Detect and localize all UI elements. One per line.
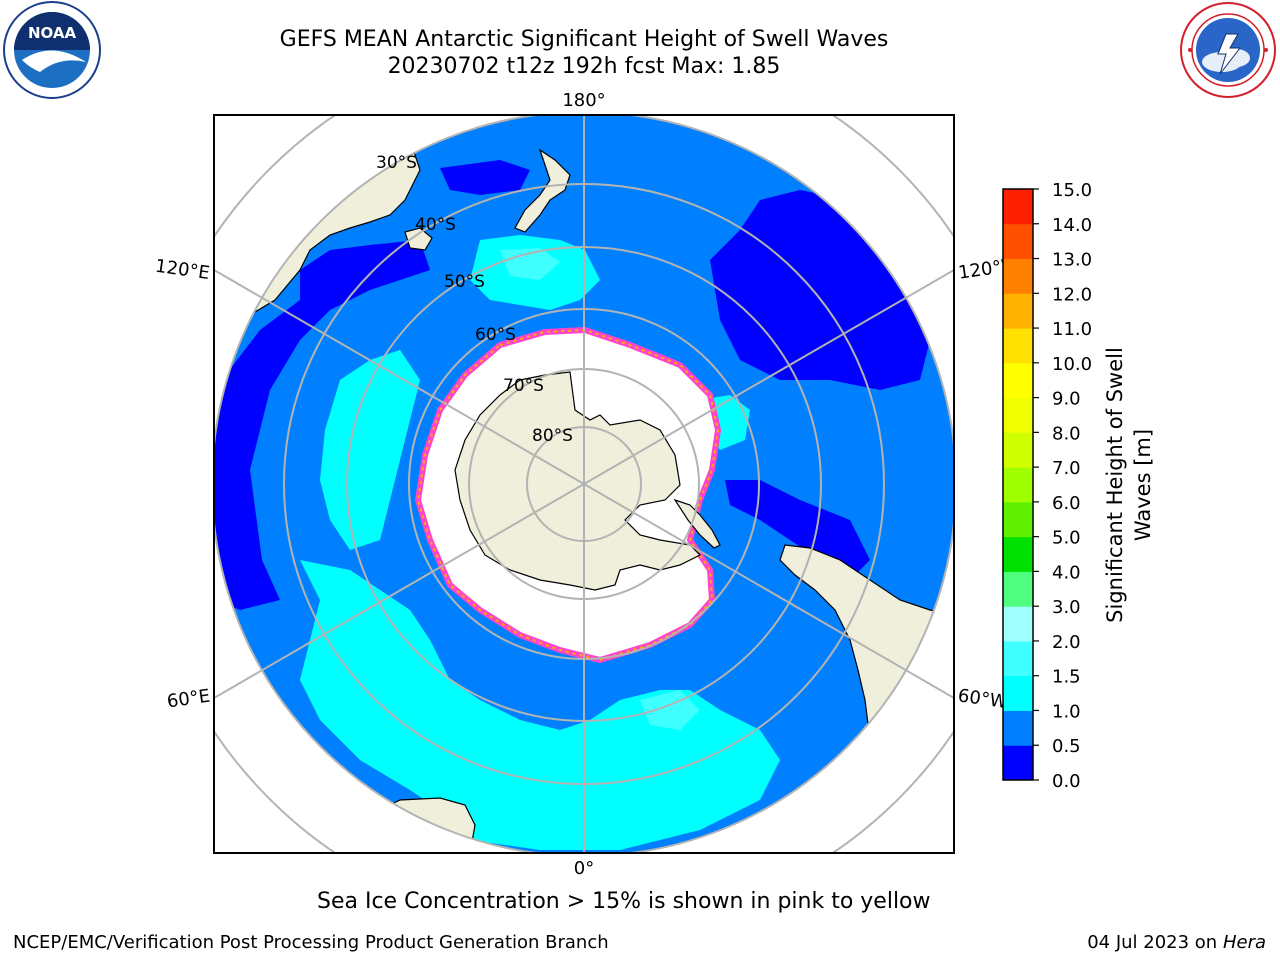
colorbar-tick-label: 0.0 — [1052, 771, 1081, 792]
colorbar-segment — [1003, 258, 1033, 294]
colorbar-segment — [1003, 467, 1033, 503]
noaa-logo-icon: NOAA — [3, 1, 101, 99]
colorbar-tick-label: 10.0 — [1052, 354, 1092, 375]
colorbar-tick-label: 12.0 — [1052, 284, 1092, 305]
moderate-swell-region — [500, 248, 560, 280]
colorbar-tick-label: 14.0 — [1052, 215, 1092, 236]
colorbar-tick-label: 15.0 — [1052, 180, 1092, 201]
moderate-swell-region — [300, 560, 780, 850]
colorbar-segment — [1003, 571, 1033, 607]
tasmania-land — [404, 227, 433, 251]
colorbar-segment — [1003, 189, 1033, 225]
lon-label-180: 180° — [562, 90, 605, 111]
lat-label-50s: 50°S — [444, 272, 485, 292]
colorbar-tick-label: 7.0 — [1052, 458, 1081, 479]
lat-label-30s: 30°S — [376, 153, 417, 173]
chart-subtitle: 20230702 t12z 192h fcst Max: 1.85 — [387, 54, 781, 79]
footer-org: NCEP/EMC/Verification Post Processing Pr… — [13, 932, 609, 953]
colorbar-segment — [1003, 432, 1033, 468]
lon-label-0: 0° — [574, 858, 594, 879]
colorbar-tick-label: 5.0 — [1052, 528, 1081, 549]
colorbar-tick-label: 3.0 — [1052, 597, 1081, 618]
colorbar: 0.0 0.5 1.0 1.5 2.0 3.0 4.0 5.0 6.0 7.0 8.0 9.0 10.0… — [1002, 180, 1092, 792]
moderate-swell-region — [320, 350, 420, 550]
colorbar-label-line2: Waves [m] — [1131, 429, 1155, 541]
lat-label-40s: 40°S — [415, 215, 456, 235]
footer-machine: Hera — [1222, 932, 1266, 953]
map-frame — [213, 114, 955, 854]
longitude-gridlines — [214, 115, 954, 853]
lon-label-60e: 60°E — [166, 686, 212, 713]
colorbar-segment — [1003, 675, 1033, 711]
colorbar-segment — [1003, 606, 1033, 642]
new-zealand-land — [514, 148, 571, 233]
lon-label-120e: 120°E — [154, 256, 211, 284]
colorbar-tick-label: 11.0 — [1052, 319, 1092, 340]
lon-label-60w: 60°W — [957, 685, 1009, 713]
colorbar-tick-label: 9.0 — [1052, 389, 1081, 410]
low-swell-region — [725, 480, 870, 580]
low-swell-region — [440, 160, 530, 195]
colorbar-segment — [1003, 328, 1033, 364]
colorbar-segment — [1003, 710, 1033, 746]
colorbar-tick-label: 4.0 — [1052, 562, 1081, 583]
colorbar-segment — [1003, 501, 1033, 538]
colorbar-label-line1: Significant Height of Swell — [1103, 347, 1127, 623]
lat-label-70s: 70°S — [503, 376, 544, 396]
footer-date: 04 Jul 2023 on Hera — [1087, 932, 1266, 953]
colorbar-segment — [1003, 362, 1033, 399]
colorbar-tick-label: 2.0 — [1052, 632, 1081, 653]
sea-ice-caption: Sea Ice Concentration > 15% is shown in … — [317, 889, 931, 914]
lat-label-60s: 60°S — [475, 325, 516, 345]
colorbar-segment — [1003, 293, 1033, 329]
chart-title: GEFS MEAN Antarctic Significant Height o… — [279, 27, 889, 52]
colorbar-tick-label: 13.0 — [1052, 250, 1092, 271]
moderate-swell-region — [640, 690, 700, 730]
noaa-logo-text: NOAA — [28, 24, 77, 42]
colorbar-segment — [1003, 536, 1033, 572]
colorbar-tick-label: 1.0 — [1052, 701, 1081, 722]
colorbar-segment — [1003, 640, 1033, 677]
nws-logo-icon — [1180, 2, 1276, 98]
lat-label-80s: 80°S — [532, 426, 573, 446]
low-swell-region — [214, 240, 430, 610]
colorbar-frame — [1002, 188, 1034, 781]
colorbar-segment — [1003, 397, 1033, 433]
colorbar-tick-label: 6.0 — [1052, 493, 1081, 514]
colorbar-tick-label: 1.5 — [1052, 667, 1081, 688]
colorbar-segment — [1003, 223, 1033, 260]
footer-date-text: 04 Jul 2023 on — [1087, 932, 1223, 953]
colorbar-tick-label: 0.5 — [1052, 736, 1081, 757]
colorbar-segment — [1003, 745, 1033, 781]
colorbar-tick-label: 8.0 — [1052, 423, 1081, 444]
